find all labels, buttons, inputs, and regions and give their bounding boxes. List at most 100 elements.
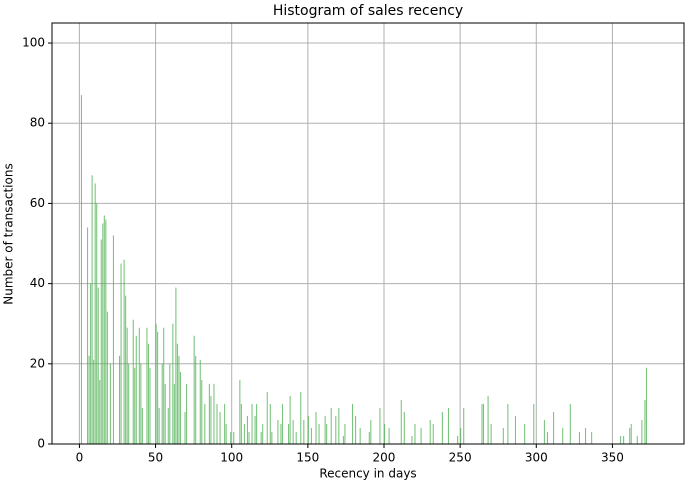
bar: [383, 423, 386, 444]
bar: [172, 323, 174, 444]
bar: [335, 415, 337, 444]
y-tick-label: 20: [30, 356, 45, 370]
bar: [288, 423, 290, 444]
bar: [147, 343, 150, 444]
bar: [303, 419, 305, 444]
bar: [432, 423, 434, 444]
bar: [184, 411, 186, 444]
bar: [623, 435, 625, 444]
bar: [368, 431, 370, 444]
bar: [99, 379, 101, 444]
x-axis-label: Recency in days: [319, 467, 416, 481]
bar: [141, 407, 143, 444]
bar: [620, 435, 622, 444]
bar: [140, 363, 142, 444]
bar: [310, 427, 312, 444]
bar: [88, 355, 90, 444]
bar: [216, 403, 218, 444]
bar: [97, 287, 99, 444]
bar: [123, 259, 125, 444]
bar: [379, 407, 381, 444]
bar: [636, 435, 638, 444]
bar: [578, 431, 580, 444]
bar: [482, 403, 485, 444]
bar: [100, 239, 102, 444]
bar: [490, 423, 492, 444]
x-tick-label: 200: [373, 451, 396, 465]
bar: [126, 327, 128, 444]
bar: [641, 419, 643, 444]
bar: [546, 431, 549, 444]
bar: [179, 371, 181, 444]
bar: [352, 403, 354, 444]
bar: [243, 423, 245, 444]
bar: [460, 427, 462, 444]
bar: [201, 379, 203, 444]
x-tick-label: 250: [449, 451, 472, 465]
bar: [330, 407, 332, 444]
bar: [254, 415, 256, 444]
bar: [251, 403, 253, 444]
bar: [403, 411, 405, 444]
bar: [487, 395, 489, 444]
bar: [149, 367, 151, 444]
bar: [199, 359, 201, 444]
y-axis-label: Number of transactions: [2, 163, 16, 304]
y-tick-label: 0: [37, 437, 45, 451]
bar: [225, 423, 227, 444]
bar: [644, 399, 646, 444]
bar: [338, 407, 340, 444]
bar: [80, 95, 83, 445]
bar: [420, 427, 422, 444]
bar: [400, 399, 402, 444]
bar: [105, 219, 107, 444]
bar: [102, 223, 104, 444]
bar: [543, 419, 545, 444]
bar: [295, 431, 297, 444]
bar: [87, 227, 89, 444]
bar: [289, 395, 291, 444]
bar: [429, 419, 431, 444]
bar: [119, 355, 121, 444]
plot-frame: [51, 22, 685, 445]
bar: [240, 403, 242, 444]
bar: [167, 407, 169, 444]
bar: [106, 311, 108, 444]
bar: [524, 423, 526, 444]
bar: [103, 215, 105, 444]
bar: [175, 287, 177, 444]
bar: [94, 183, 96, 444]
bar: [109, 363, 111, 444]
bar: [193, 335, 195, 444]
bar: [281, 403, 284, 444]
bar: [502, 427, 504, 444]
bar: [173, 383, 175, 444]
bar: [292, 419, 294, 444]
bar: [163, 327, 165, 444]
bar: [463, 407, 465, 444]
bar: [169, 363, 171, 444]
x-tick-label: 50: [148, 451, 163, 465]
x-tick-label: 300: [525, 451, 548, 465]
bar: [230, 431, 232, 444]
x-tick-label: 350: [601, 451, 624, 465]
bar: [355, 415, 357, 444]
bar: [161, 363, 163, 444]
bar: [134, 367, 136, 444]
bar: [300, 391, 302, 444]
bar: [411, 435, 413, 444]
y-tick-label: 100: [22, 36, 45, 50]
bar: [315, 411, 317, 444]
bar: [562, 427, 564, 444]
bar: [157, 331, 159, 444]
bar: [507, 403, 509, 444]
bar: [248, 431, 250, 444]
bar: [256, 403, 258, 444]
bar: [219, 411, 221, 444]
bar: [370, 419, 372, 444]
bar: [262, 423, 264, 444]
y-tick-label: 60: [30, 196, 45, 210]
bar: [164, 383, 166, 444]
y-tick-label: 80: [30, 116, 45, 130]
